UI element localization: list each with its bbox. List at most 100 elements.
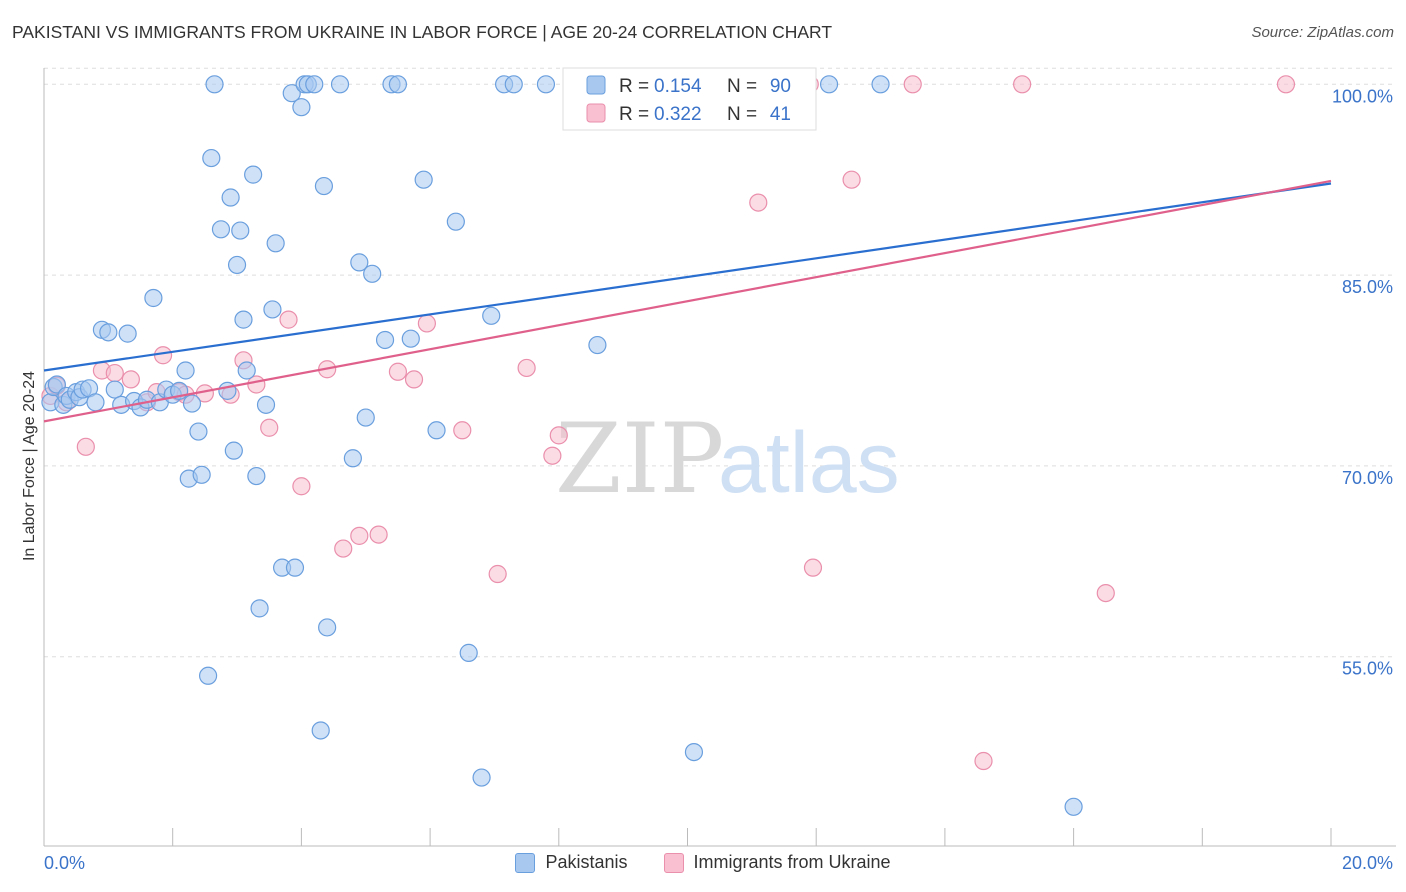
data-point bbox=[231, 221, 250, 240]
legend-swatch-pakistanis bbox=[515, 852, 536, 873]
data-point bbox=[871, 75, 890, 94]
data-point bbox=[1064, 797, 1083, 816]
data-point bbox=[459, 643, 478, 662]
x-tick-labels: 0.0% 20.0% bbox=[44, 853, 1393, 873]
data-point bbox=[86, 393, 105, 412]
watermark-zip: ZIP bbox=[555, 403, 724, 515]
data-point bbox=[414, 170, 433, 189]
data-point bbox=[517, 358, 536, 378]
data-point bbox=[350, 253, 369, 272]
data-point bbox=[819, 75, 839, 94]
data-point bbox=[153, 346, 173, 365]
data-point bbox=[388, 75, 408, 94]
data-point bbox=[192, 465, 211, 484]
data-point bbox=[588, 335, 607, 355]
data-point bbox=[202, 148, 221, 168]
data-point bbox=[234, 310, 253, 329]
watermark: ZIP atlas bbox=[555, 403, 900, 515]
data-point bbox=[446, 212, 465, 231]
data-point bbox=[350, 526, 369, 545]
data-point bbox=[974, 751, 993, 771]
stats-n-label: N = bbox=[727, 76, 757, 97]
data-point bbox=[227, 255, 247, 275]
stats-r-label: R = bbox=[619, 104, 649, 125]
data-point bbox=[504, 75, 523, 94]
data-point bbox=[314, 176, 334, 196]
data-point bbox=[182, 394, 202, 413]
watermark-atlas: atlas bbox=[718, 415, 900, 511]
data-point bbox=[1013, 75, 1032, 94]
data-point bbox=[105, 363, 124, 383]
data-point bbox=[260, 418, 279, 437]
stats-legend-swatch bbox=[586, 103, 606, 123]
data-point bbox=[803, 558, 823, 577]
data-point bbox=[205, 75, 224, 94]
data-point bbox=[279, 310, 298, 329]
data-point bbox=[536, 75, 556, 94]
series-legend: Pakistanis Immigrants from Ukraine bbox=[0, 852, 1406, 873]
data-point bbox=[311, 721, 330, 740]
y-tick-label: 100.0% bbox=[1332, 86, 1393, 106]
legend-label-pakistanis: Pakistanis bbox=[545, 852, 628, 872]
data-point bbox=[417, 314, 436, 333]
stats-n-value: 90 bbox=[770, 76, 791, 97]
data-point bbox=[224, 441, 243, 460]
x-tick-label: 20.0% bbox=[1342, 853, 1393, 873]
data-point bbox=[118, 324, 137, 343]
data-point bbox=[903, 75, 922, 94]
data-point bbox=[1096, 583, 1115, 603]
y-tick-labels: 55.0% 70.0% 85.0% 100.0% bbox=[1332, 86, 1393, 678]
legend-swatch-ukraine bbox=[663, 852, 684, 873]
data-point bbox=[266, 234, 285, 253]
data-point bbox=[305, 75, 324, 94]
data-point bbox=[375, 330, 395, 350]
legend-item-pakistanis[interactable]: Pakistanis bbox=[515, 852, 628, 873]
stats-legend: R = 0.154 N = 90 R = 0.322 N = 41 bbox=[562, 67, 817, 131]
data-point bbox=[244, 165, 263, 184]
data-point bbox=[285, 558, 305, 577]
data-point bbox=[144, 288, 163, 308]
data-point bbox=[237, 361, 256, 380]
data-point bbox=[549, 426, 568, 445]
stats-r-label: R = bbox=[619, 76, 649, 97]
data-point bbox=[121, 370, 140, 389]
y-tick-label: 85.0% bbox=[1342, 277, 1393, 297]
pakistani-points bbox=[41, 75, 1083, 816]
data-point bbox=[369, 525, 388, 544]
trend-line-pakistanis bbox=[43, 182, 1332, 372]
data-point bbox=[198, 666, 218, 685]
data-point bbox=[356, 408, 375, 427]
data-point bbox=[343, 449, 362, 468]
data-point bbox=[749, 193, 768, 212]
data-point bbox=[404, 370, 424, 389]
data-point bbox=[99, 323, 118, 342]
data-point bbox=[176, 361, 195, 380]
x-tick-label: 0.0% bbox=[44, 853, 85, 873]
trend-lines bbox=[43, 179, 1332, 423]
data-point bbox=[189, 422, 208, 441]
stats-r-value: 0.322 bbox=[654, 104, 702, 125]
data-point bbox=[76, 437, 95, 456]
data-point bbox=[330, 75, 350, 94]
data-point bbox=[427, 421, 446, 440]
data-point bbox=[472, 768, 491, 787]
legend-item-ukraine[interactable]: Immigrants from Ukraine bbox=[663, 852, 891, 873]
data-point bbox=[684, 742, 704, 762]
data-point bbox=[488, 564, 507, 584]
data-point bbox=[221, 188, 240, 207]
data-point bbox=[543, 446, 562, 465]
data-point bbox=[247, 466, 266, 486]
data-point bbox=[292, 98, 311, 117]
data-point bbox=[211, 220, 231, 239]
trend-line-ukraine bbox=[43, 179, 1332, 423]
stats-legend-swatch bbox=[586, 75, 606, 95]
data-point bbox=[292, 477, 311, 496]
data-point bbox=[388, 362, 408, 381]
stats-n-label: N = bbox=[727, 104, 757, 125]
data-point bbox=[401, 329, 420, 348]
data-point bbox=[363, 264, 382, 283]
data-point bbox=[1276, 75, 1296, 94]
data-point bbox=[105, 380, 124, 399]
stats-n-value: 41 bbox=[770, 104, 791, 125]
